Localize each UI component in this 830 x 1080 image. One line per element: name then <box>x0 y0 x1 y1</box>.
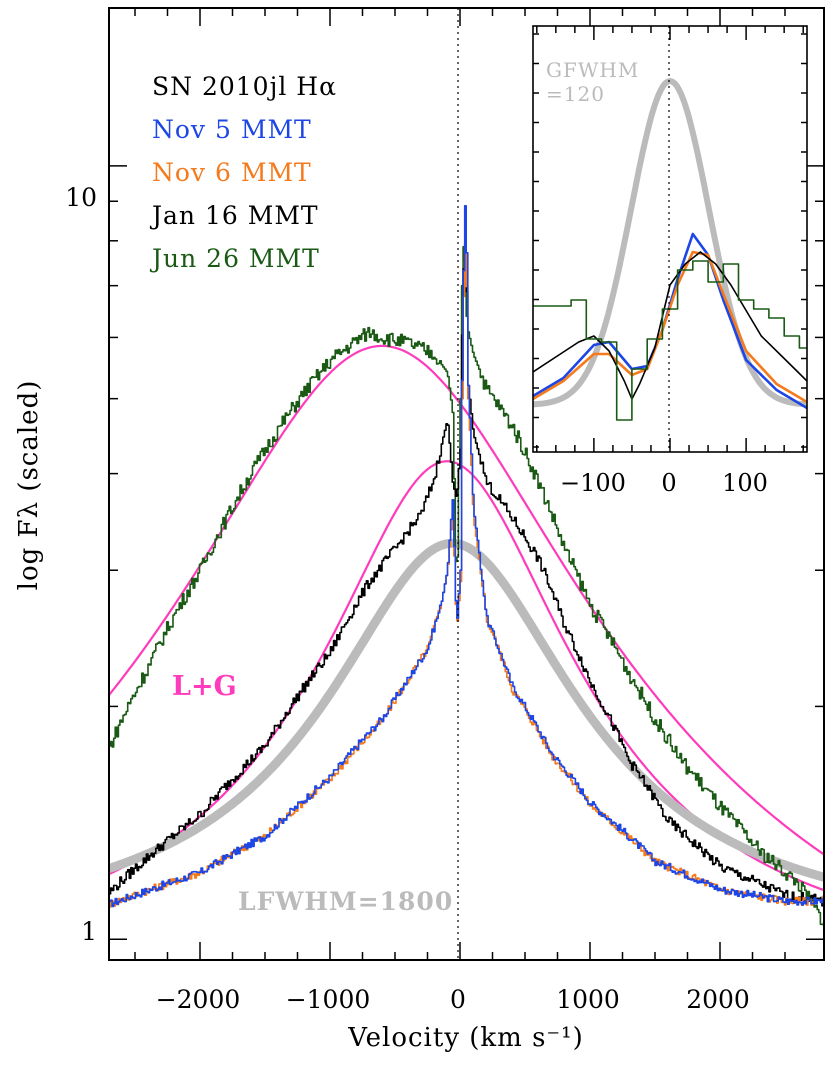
inset-x-tick-label: 0 <box>661 469 676 497</box>
main-axis-ticks <box>109 8 824 960</box>
legend-entry-jan16: Jan 16 MMT <box>149 201 319 230</box>
inset-x-tick-label: 100 <box>722 469 768 497</box>
inset-series-line-nov-6-mmt <box>533 250 807 404</box>
inset-data-series <box>533 232 807 421</box>
inset-plot: −100 0 100 GFWHM =120 <box>532 25 808 497</box>
gaussian-fit-curve <box>533 78 807 408</box>
legend-title: SN 2010jl Hα <box>152 72 337 101</box>
inset-fit-curves <box>533 78 807 408</box>
legend-entry-nov6: Nov 6 MMT <box>152 158 312 187</box>
inset-x-tick-label: −100 <box>560 469 626 497</box>
legend: SN 2010jl Hα Nov 5 MMT Nov 6 MMT Jan 16 … <box>149 72 337 273</box>
gfwhm-value-label: =120 <box>546 82 605 106</box>
x-tick-label: 0 <box>450 985 466 1014</box>
x-axis-label: Velocity (km s⁻¹) <box>347 1023 583 1053</box>
inset-axis-ticks <box>533 26 807 452</box>
lfwhm-label: LFWHM=1800 <box>238 887 453 916</box>
main-data-series <box>109 205 824 926</box>
y-tick-label: 10 <box>65 183 97 212</box>
legend-entry-jun26: Jun 26 MMT <box>149 244 320 273</box>
main-plot-frame <box>108 7 825 961</box>
y-axis-label: log Fλ (scaled) <box>14 380 44 591</box>
lorentzian-fit-curve <box>109 538 824 882</box>
x-tick-label: 1000 <box>556 985 620 1014</box>
lg-fit-curve <box>109 344 824 856</box>
gfwhm-label: GFWHM <box>546 58 639 82</box>
x-tick-label: 2000 <box>686 985 750 1014</box>
x-tick-label: −1000 <box>286 985 371 1014</box>
lg-fit-label: L+G <box>172 671 237 702</box>
series-line-nov-5-mmt <box>109 205 824 908</box>
y-tick-label: 1 <box>81 917 97 946</box>
inset-series-line-jun-26-mmt <box>533 260 807 421</box>
main-plot: −2000 −1000 0 1000 2000 10 1 Velocity (k… <box>14 7 825 1053</box>
x-tick-label: −2000 <box>156 985 241 1014</box>
inset-series-line-jan-16-mmt <box>533 251 807 400</box>
legend-entry-nov5: Nov 5 MMT <box>152 115 312 144</box>
